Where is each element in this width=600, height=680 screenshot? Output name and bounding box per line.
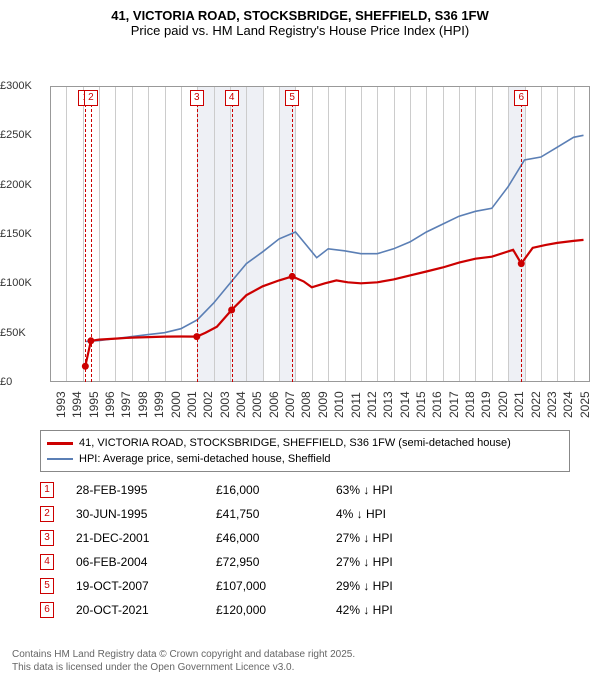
table-pct: 63% ↓ HPI xyxy=(336,483,456,497)
marker-box: 3 xyxy=(190,90,204,106)
table-row: 6 20-OCT-2021£120,00042% ↓ HPI xyxy=(40,598,570,622)
x-tick-label: 2015 xyxy=(414,391,428,418)
legend-item-price: 41, VICTORIA ROAD, STOCKSBRIDGE, SHEFFIE… xyxy=(47,435,563,451)
table-pct: 29% ↓ HPI xyxy=(336,579,456,593)
x-tick-label: 2009 xyxy=(316,391,330,418)
x-tick-label: 2001 xyxy=(185,391,199,418)
table-row: 5 19-OCT-2007£107,00029% ↓ HPI xyxy=(40,574,570,598)
x-tick-label: 2013 xyxy=(381,391,395,418)
footer: Contains HM Land Registry data © Crown c… xyxy=(12,649,355,674)
x-tick-label: 1995 xyxy=(87,391,101,418)
table-date: 19-OCT-2007 xyxy=(76,579,216,593)
marker-line xyxy=(521,104,522,382)
x-tick-label: 2019 xyxy=(479,391,493,418)
x-tick-label: 2008 xyxy=(299,391,313,418)
marker-line xyxy=(197,104,198,382)
x-tick-label: 2017 xyxy=(447,391,461,418)
x-tick-label: 2012 xyxy=(365,391,379,418)
x-tick-label: 2000 xyxy=(169,391,183,418)
legend-label-price: 41, VICTORIA ROAD, STOCKSBRIDGE, SHEFFIE… xyxy=(79,437,511,449)
x-tick-label: 2021 xyxy=(512,391,526,418)
table-marker: 3 xyxy=(40,530,54,546)
table-pct: 4% ↓ HPI xyxy=(336,507,456,521)
footer-line-2: This data is licensed under the Open Gov… xyxy=(12,662,355,675)
x-tick-label: 2003 xyxy=(218,391,232,418)
table-marker: 5 xyxy=(40,578,54,594)
table-row: 4 06-FEB-2004£72,95027% ↓ HPI xyxy=(40,550,570,574)
x-tick-label: 2007 xyxy=(283,391,297,418)
table-date: 28-FEB-1995 xyxy=(76,483,216,497)
table-marker: 4 xyxy=(40,554,54,570)
table-pct: 27% ↓ HPI xyxy=(336,531,456,545)
marker-box: 2 xyxy=(84,90,98,106)
x-tick-label: 1994 xyxy=(70,391,84,418)
x-tick-label: 1996 xyxy=(103,391,117,418)
table-date: 20-OCT-2021 xyxy=(76,603,216,617)
table-price: £107,000 xyxy=(216,579,336,593)
table-date: 21-DEC-2001 xyxy=(76,531,216,545)
x-tick-label: 1993 xyxy=(54,391,68,418)
table-price: £46,000 xyxy=(216,531,336,545)
marker-line xyxy=(292,104,293,382)
table-price: £41,750 xyxy=(216,507,336,521)
line-price-paid xyxy=(85,240,583,366)
table-pct: 42% ↓ HPI xyxy=(336,603,456,617)
legend-swatch-price xyxy=(47,442,73,445)
x-tick-label: 2024 xyxy=(561,391,575,418)
x-tick-label: 2002 xyxy=(201,391,215,418)
legend-label-hpi: HPI: Average price, semi-detached house,… xyxy=(79,453,331,465)
x-tick-label: 1997 xyxy=(119,391,133,418)
x-tick-label: 2025 xyxy=(578,391,592,418)
x-tick-label: 2020 xyxy=(496,391,510,418)
marker-line xyxy=(232,104,233,382)
marker-line xyxy=(85,104,86,382)
y-tick-label: £0 xyxy=(0,376,12,388)
table-row: 1 28-FEB-1995£16,00063% ↓ HPI xyxy=(40,478,570,502)
x-tick-label: 2018 xyxy=(463,391,477,418)
x-tick-label: 2016 xyxy=(430,391,444,418)
legend: 41, VICTORIA ROAD, STOCKSBRIDGE, SHEFFIE… xyxy=(40,430,570,472)
marker-box: 6 xyxy=(514,90,528,106)
table-date: 30-JUN-1995 xyxy=(76,507,216,521)
table-price: £72,950 xyxy=(216,555,336,569)
x-tick-label: 1998 xyxy=(136,391,150,418)
x-tick-label: 2022 xyxy=(529,391,543,418)
footer-line-1: Contains HM Land Registry data © Crown c… xyxy=(12,649,355,662)
price-chart: 1993199419951996199719981999200020012002… xyxy=(16,40,600,424)
x-tick-label: 2004 xyxy=(234,391,248,418)
table-row: 3 21-DEC-2001£46,00027% ↓ HPI xyxy=(40,526,570,550)
sales-table: 1 28-FEB-1995£16,00063% ↓ HPI 2 30-JUN-1995… xyxy=(40,478,570,622)
table-date: 06-FEB-2004 xyxy=(76,555,216,569)
chart-svg xyxy=(16,40,600,392)
table-pct: 27% ↓ HPI xyxy=(336,555,456,569)
x-tick-label: 2011 xyxy=(349,392,363,418)
line-hpi xyxy=(85,135,583,341)
x-tick-label: 2010 xyxy=(332,391,346,418)
legend-item-hpi: HPI: Average price, semi-detached house,… xyxy=(47,451,563,467)
title-line-1: 41, VICTORIA ROAD, STOCKSBRIDGE, SHEFFIE… xyxy=(0,0,600,23)
table-price: £120,000 xyxy=(216,603,336,617)
x-tick-label: 1999 xyxy=(152,391,166,418)
table-marker: 6 xyxy=(40,602,54,618)
marker-box: 5 xyxy=(285,90,299,106)
table-marker: 2 xyxy=(40,506,54,522)
table-row: 2 30-JUN-1995£41,7504% ↓ HPI xyxy=(40,502,570,526)
title-line-2: Price paid vs. HM Land Registry's House … xyxy=(0,23,600,40)
x-tick-label: 2023 xyxy=(545,391,559,418)
x-tick-label: 2006 xyxy=(267,391,281,418)
legend-swatch-hpi xyxy=(47,458,73,460)
x-tick-label: 2005 xyxy=(250,391,264,418)
marker-line xyxy=(91,104,92,382)
table-price: £16,000 xyxy=(216,483,336,497)
x-tick-label: 2014 xyxy=(398,391,412,418)
table-marker: 1 xyxy=(40,482,54,498)
marker-box: 4 xyxy=(225,90,239,106)
